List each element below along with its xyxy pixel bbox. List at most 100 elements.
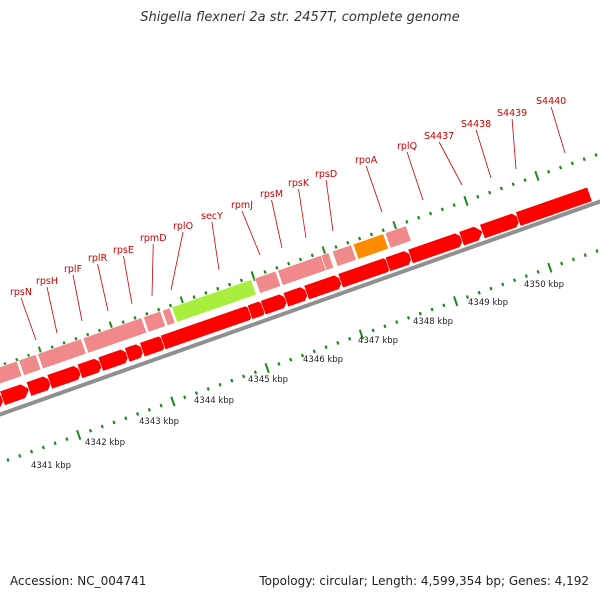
leader-line: [20, 297, 37, 341]
scale-label: 4342 kbp: [85, 438, 125, 448]
minor-tick: [29, 449, 34, 454]
gene-label-rpoA: rpoA: [355, 155, 378, 166]
gene-block-light: [82, 317, 148, 354]
leader-line: [325, 179, 334, 232]
genome-backbone: [0, 199, 600, 417]
gene-block-red: [282, 286, 310, 308]
gene-block-red: [384, 250, 414, 272]
gene-label-rplF: rplF: [64, 264, 82, 275]
minor-tick: [230, 378, 234, 383]
minor-tick: [133, 316, 137, 320]
minor-tick: [159, 403, 163, 408]
leader-line: [123, 255, 133, 305]
minor-tick: [476, 194, 480, 199]
gene-label-rplO: rplO: [173, 221, 193, 232]
minor-tick: [6, 458, 10, 462]
minor-tick: [206, 387, 210, 391]
gene-block-red: [458, 226, 484, 247]
gene-block-red: [407, 232, 465, 265]
minor-tick: [583, 253, 587, 258]
minor-tick: [15, 357, 19, 362]
minor-tick: [216, 286, 220, 291]
minor-tick: [594, 153, 598, 157]
minor-tick: [406, 316, 411, 320]
minor-tick: [369, 232, 373, 237]
minor-tick: [489, 286, 493, 291]
minor-tick: [346, 240, 350, 245]
leader-line: [298, 188, 307, 239]
minor-tick: [145, 311, 149, 316]
gene-label-S4438: S4438: [461, 119, 491, 130]
accession-text: Accession: NC_004741: [10, 574, 147, 588]
scale-label: 4346 kbp: [303, 355, 343, 365]
minor-tick: [358, 236, 362, 241]
minor-tick: [183, 395, 187, 400]
major-tick: [358, 329, 364, 340]
genome-summary-text: Topology: circular; Length: 4,599,354 bp…: [259, 574, 589, 588]
minor-tick: [218, 382, 222, 387]
gene-block-red: [515, 186, 593, 227]
gene-block-red: [303, 274, 344, 301]
minor-tick: [536, 270, 540, 274]
minor-tick: [560, 261, 564, 266]
leader-line: [271, 199, 283, 249]
minor-tick: [334, 245, 338, 249]
gene-block-light: [18, 354, 42, 376]
minor-tick: [192, 295, 196, 299]
gene-label-rpmD: rpmD: [140, 233, 167, 244]
minor-tick: [275, 265, 279, 270]
gene-block-red: [0, 383, 31, 406]
minor-tick: [570, 161, 574, 166]
minor-tick: [371, 328, 375, 333]
minor-tick: [442, 303, 446, 308]
gene-label-rpsN: rpsN: [10, 287, 32, 298]
leader-line: [211, 221, 220, 271]
gene-label-rpsH: rpsH: [36, 276, 58, 287]
minor-tick: [452, 203, 456, 208]
label-leader-lines: [20, 106, 566, 341]
leader-line: [511, 118, 517, 170]
leader-line: [475, 129, 492, 179]
gene-block-red: [479, 213, 522, 240]
minor-tick: [97, 328, 102, 333]
minor-tick: [348, 336, 352, 341]
minor-tick: [488, 190, 492, 195]
minor-tick: [242, 374, 246, 379]
minor-tick: [136, 412, 140, 416]
minor-tick: [440, 207, 444, 212]
minor-tick: [88, 428, 93, 433]
minor-tick: [383, 324, 387, 329]
gene-label-layer: rpsN rpsH rplF rplR rpsE rpmD rplO secY …: [10, 96, 566, 298]
gene-block-light: [331, 244, 357, 267]
minor-tick: [417, 215, 421, 220]
minor-tick: [253, 370, 257, 375]
gene-label-rplR: rplR: [88, 253, 108, 264]
gene-block-light: [384, 225, 412, 249]
leader-line: [46, 286, 58, 334]
minor-tick: [157, 307, 161, 312]
minor-tick: [310, 253, 314, 258]
minor-tick: [41, 445, 45, 450]
gene-label-rpsK: rpsK: [288, 178, 310, 189]
minor-tick: [312, 349, 316, 354]
minor-tick: [336, 341, 340, 345]
minor-tick: [74, 337, 78, 341]
gene-block-secY: [171, 279, 257, 323]
minor-tick: [124, 416, 128, 421]
leader-line: [170, 231, 184, 291]
minor-tick: [582, 157, 586, 162]
upper-gene-lane: [0, 225, 412, 385]
minor-tick: [558, 165, 563, 170]
minor-tick: [168, 303, 173, 308]
gene-label-S4437: S4437: [424, 131, 454, 142]
leader-line: [151, 243, 154, 297]
gene-block-light: [161, 307, 176, 326]
minor-tick: [547, 169, 551, 174]
minor-tick: [418, 311, 422, 316]
minor-tick: [112, 420, 116, 425]
major-tick: [264, 362, 270, 374]
gene-block-light: [37, 338, 87, 370]
scale-label: 4343 kbp: [139, 417, 179, 427]
